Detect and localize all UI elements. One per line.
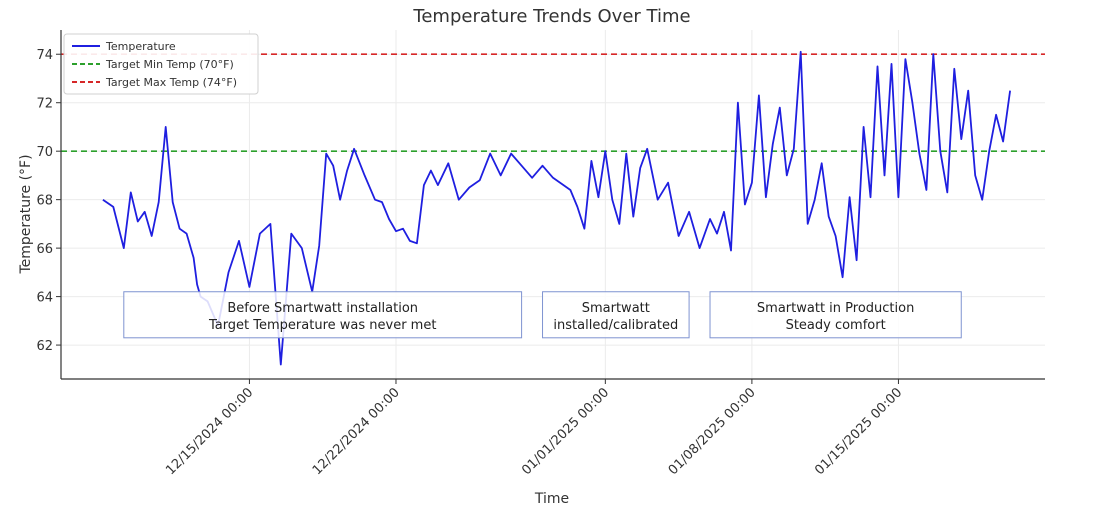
y-tick-label: 70: [36, 145, 53, 160]
legend-frame: [63, 33, 259, 95]
annotation-box: Smartwatt in Production Steady comfort: [709, 291, 962, 339]
annotation-frame: [542, 291, 690, 339]
y-axis-ticks: 62 64 66 68 70 72 74: [36, 48, 61, 354]
y-tick-label: 74: [36, 48, 53, 63]
annotation-text: installed/calibrated: [553, 318, 678, 333]
y-tick-label: 64: [36, 291, 53, 306]
axes: [60, 30, 1045, 380]
annotation-text: Smartwatt in Production: [757, 301, 914, 316]
annotation-text: Smartwatt: [582, 301, 650, 316]
legend: Temperature Target Min Temp (70°F) Target …: [63, 33, 259, 95]
annotation-frame: [709, 291, 962, 339]
x-axis-ticks: 12/15/2024 00:00 12/22/2024 00:00 01/01/20…: [163, 379, 905, 478]
x-tick-label: 01/15/2025 00:00: [812, 385, 905, 478]
annotation-frame: [123, 291, 523, 339]
annotation-box: Smartwatt installed/calibrated: [542, 291, 690, 339]
y-axis-label: Temperature (°F): [18, 154, 34, 274]
x-axis-label: Time: [534, 491, 569, 507]
annotation-text: Steady comfort: [786, 318, 886, 333]
annotation-text: Before Smartwatt installation: [227, 301, 418, 316]
y-tick-label: 72: [36, 97, 53, 112]
series-layer: [102, 50, 1011, 366]
x-tick-label: 01/01/2025 00:00: [519, 385, 612, 478]
x-tick-label: 01/08/2025 00:00: [666, 385, 759, 478]
annotation-text: Target Temperature was never met: [208, 318, 437, 333]
chart-title: Temperature Trends Over Time: [412, 6, 690, 27]
temperature-series-line: [102, 50, 1011, 366]
legend-label: Target Min Temp (70°F): [105, 58, 234, 71]
annotation-box: Before Smartwatt installation Target Temp…: [123, 291, 523, 339]
y-tick-label: 66: [36, 242, 53, 257]
x-tick-label: 12/15/2024 00:00: [163, 385, 256, 478]
y-tick-label: 62: [36, 339, 53, 354]
y-tick-label: 68: [36, 194, 53, 209]
x-tick-label: 12/22/2024 00:00: [310, 385, 403, 478]
legend-label: Temperature: [105, 40, 176, 53]
annotations: Before Smartwatt installation Target Temp…: [123, 291, 962, 339]
legend-label: Target Max Temp (74°F): [105, 76, 237, 89]
